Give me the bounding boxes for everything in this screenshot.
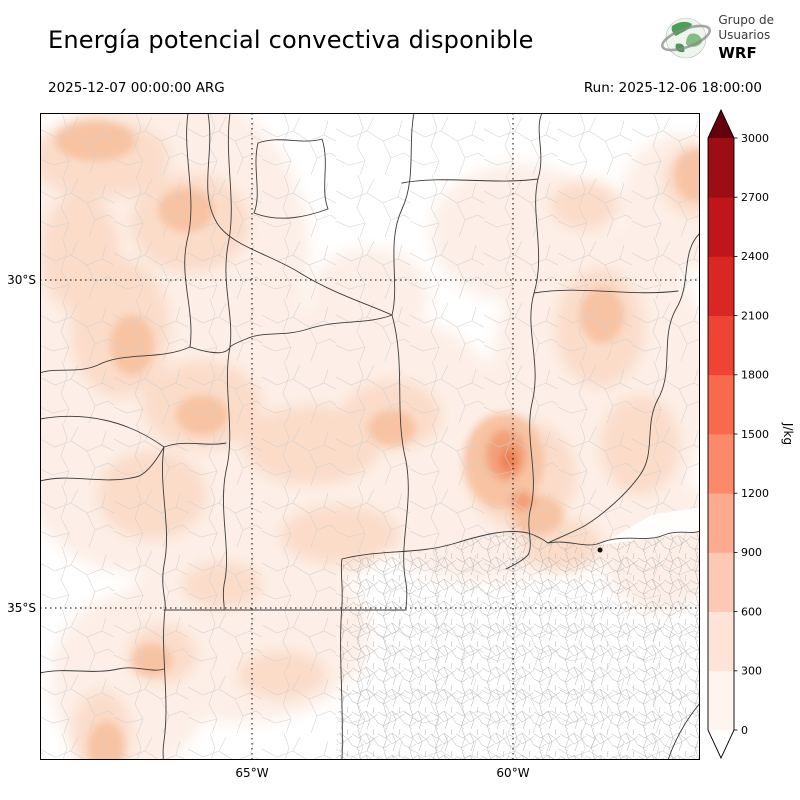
colorbar-tick-label: 600 (741, 605, 762, 618)
colorbar-segment (708, 256, 734, 316)
logo-text-line3: WRF (718, 43, 757, 62)
lon-label-60w: 60°W (496, 766, 530, 780)
colorbar-tick-label: 2400 (741, 250, 769, 263)
time-row: 2025-12-07 00:00:00 ARG Run: 2025-12-06 … (48, 80, 762, 96)
colorbar-segment (708, 197, 734, 257)
colorbar-tick-label: 1200 (741, 487, 769, 500)
colorbar-tick-label: 300 (741, 665, 762, 678)
run-time-label: Run: 2025-12-06 18:00:00 (583, 80, 762, 96)
colorbar-ticks: 0 300 600 900 1200 1500 1800 2100 2400 2700 3000 (734, 132, 769, 737)
colorbar-under-arrow (708, 730, 734, 758)
gridlines-layer (40, 113, 700, 760)
logo-text-line1: Grupo de (718, 12, 774, 27)
colorbar-tick-label: 2100 (741, 309, 769, 322)
colorbar-segment (708, 670, 734, 731)
colorbar-tick-label: 2700 (741, 191, 769, 204)
colorbar-over-arrow (708, 110, 734, 138)
map-canvas (40, 113, 700, 760)
valid-time-label: 2025-12-07 00:00:00 ARG (48, 80, 225, 96)
map-svg (40, 113, 700, 760)
globe-icon (661, 17, 712, 59)
colorbar-segment (708, 315, 734, 376)
lat-label-35s: 35°S (7, 601, 36, 615)
logo-text: Grupo de Usuarios WRF (718, 13, 774, 64)
colorbar-tick-label: 1800 (741, 369, 769, 382)
colorbar-tick-label: 3000 (741, 132, 769, 145)
colorbar-segment (708, 138, 734, 198)
colorbar-segment (708, 552, 734, 612)
lon-label-65w: 65°W (235, 766, 269, 780)
lat-label-30s: 30°S (7, 273, 36, 287)
colorbar-segment (708, 493, 734, 553)
colorbar-segment (708, 611, 734, 672)
buenos-aires-department-mesh (336, 523, 700, 760)
map-frame (40, 113, 700, 760)
colorbar-tick-label: 900 (741, 546, 762, 559)
colorbar-tick-label: 0 (741, 724, 748, 737)
colorbar: 0 300 600 900 1200 1500 1800 2100 2400 2700 3000 J… (707, 108, 795, 760)
wrf-logo: Grupo de Usuarios WRF (660, 12, 774, 64)
city-marker (597, 547, 603, 553)
colorbar-segment (708, 374, 734, 435)
colorbar-unit-label: J/kg (781, 422, 795, 445)
colorbar-segment (708, 434, 734, 494)
page-title: Energía potencial convectiva disponible (48, 26, 534, 54)
logo-text-line2: Usuarios (718, 28, 771, 43)
rio-de-la-plata (600, 507, 700, 545)
colorbar-tick-label: 1500 (741, 428, 769, 441)
colorbar-body (708, 138, 734, 731)
